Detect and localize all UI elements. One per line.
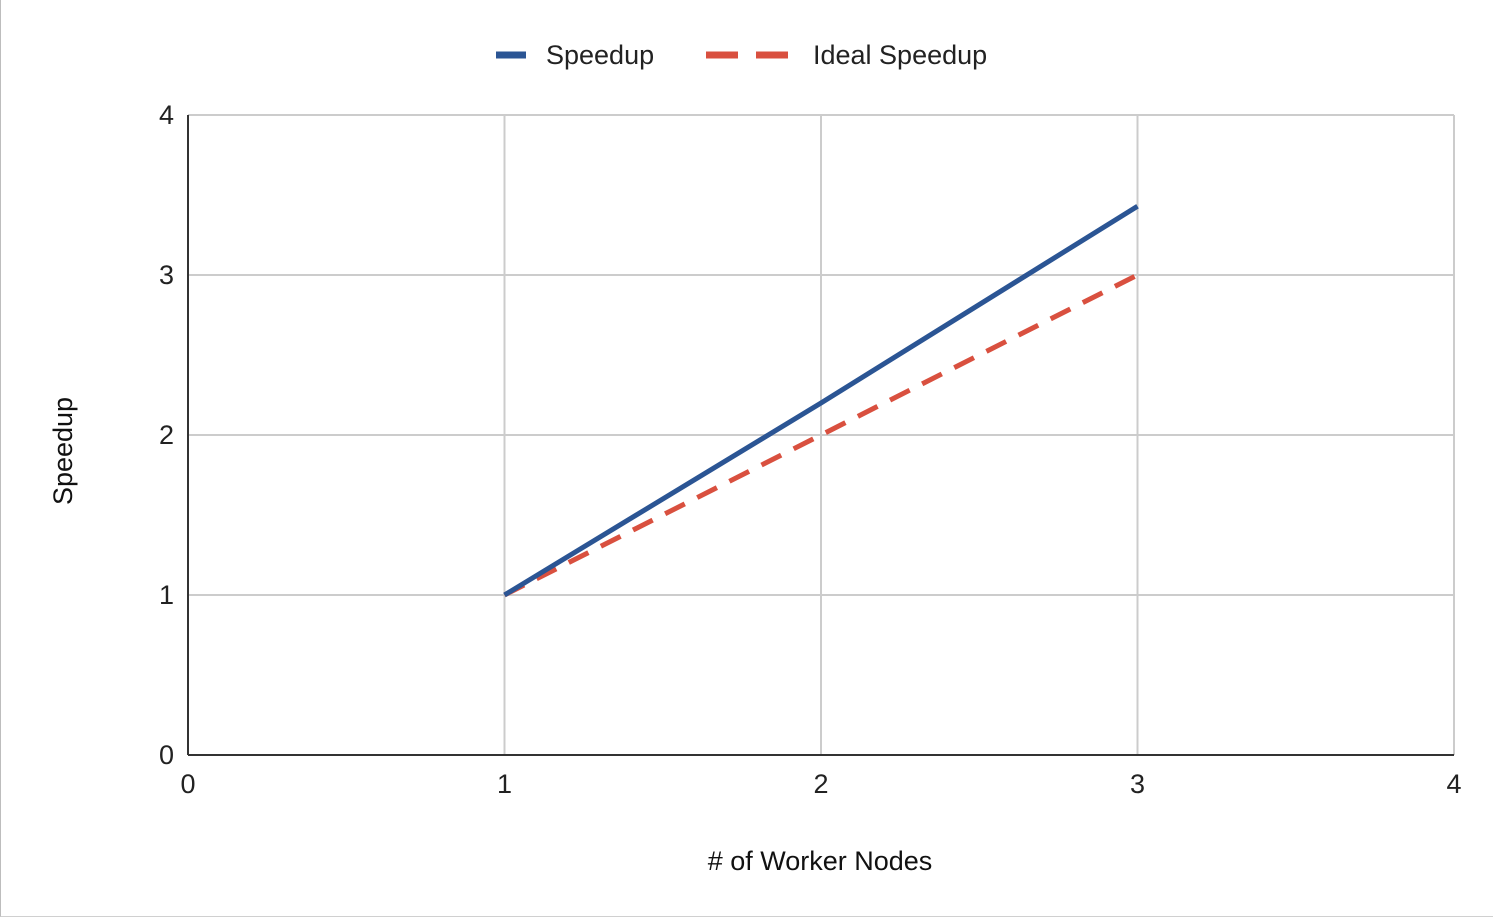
- x-tick-label: 3: [1130, 769, 1145, 799]
- grid-lines: [188, 114, 1455, 755]
- ideal-speedup-series-line: [503, 272, 1139, 598]
- series-lines: [503, 204, 1139, 598]
- y-axis-title: Speedup: [48, 397, 78, 505]
- y-tick-label: 3: [159, 260, 174, 290]
- x-tick-label: 0: [180, 769, 195, 799]
- legend: Speedup Ideal Speedup: [496, 40, 987, 70]
- x-axis-title: # of Worker Nodes: [708, 846, 933, 876]
- legend-label: Ideal Speedup: [813, 40, 987, 70]
- y-tick-labels: 0 1 2 3 4: [159, 100, 174, 770]
- y-tick-label: 4: [159, 100, 174, 130]
- y-tick-label: 2: [159, 420, 174, 450]
- axes: [187, 115, 1454, 756]
- x-tick-label: 1: [497, 769, 512, 799]
- x-tick-labels: 0 1 2 3 4: [180, 769, 1461, 799]
- x-tick-label: 4: [1446, 769, 1461, 799]
- x-tick-label: 2: [813, 769, 828, 799]
- y-tick-label: 1: [159, 580, 174, 610]
- y-tick-label: 0: [159, 740, 174, 770]
- speedup-series-line: [503, 204, 1139, 598]
- legend-label: Speedup: [546, 40, 654, 70]
